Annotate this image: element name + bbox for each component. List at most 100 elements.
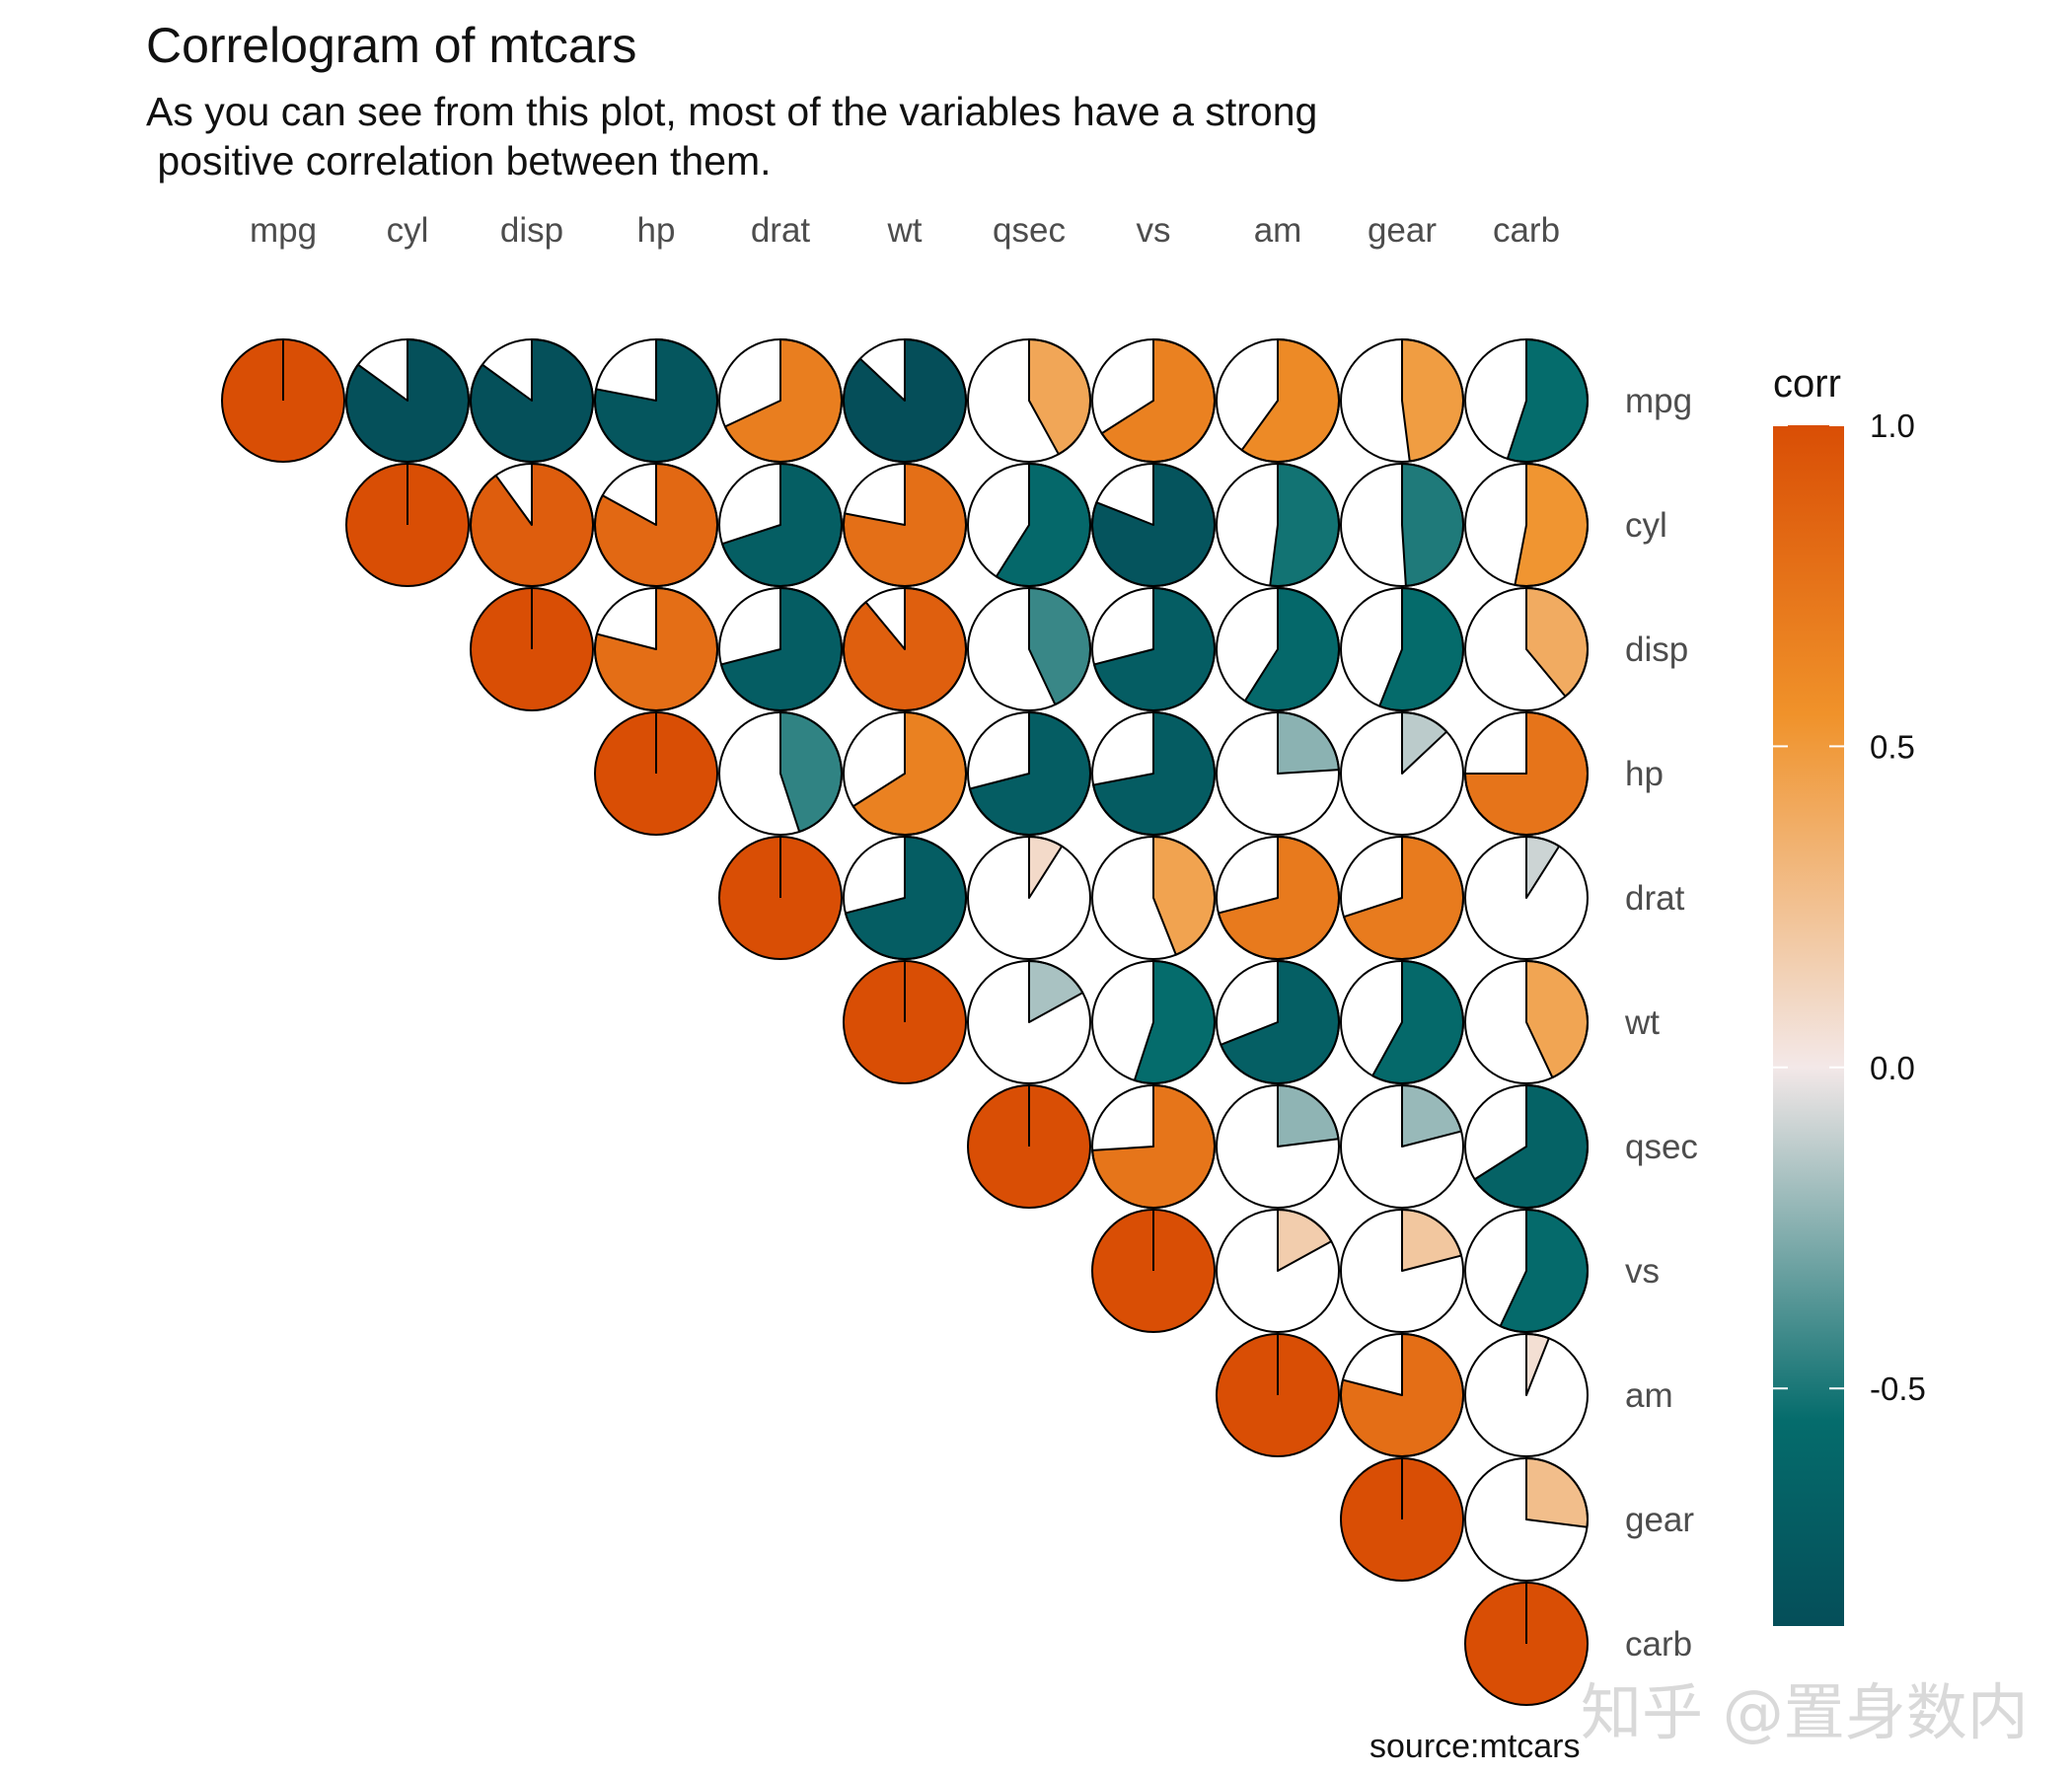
pie-mpg-vs [1091, 338, 1216, 463]
row-label-carb: carb [1625, 1625, 1692, 1664]
pie-qsec-qsec [967, 1084, 1091, 1209]
pie-cyl-cyl [345, 463, 470, 587]
pie-disp-disp [470, 587, 594, 711]
pie-cyl-carb [1464, 463, 1590, 587]
pie-am-am [1216, 1333, 1340, 1457]
legend-title: corr [1773, 362, 1841, 406]
column-labels: mpg cyl disp hp drat wt qsec vs am gear carb [250, 211, 1560, 250]
pie-disp-am [1216, 587, 1340, 711]
pie-cyl-gear [1340, 463, 1465, 587]
pie-mpg-drat [718, 338, 843, 463]
pie-hp-gear [1340, 711, 1464, 836]
row-label-vs: vs [1625, 1252, 1660, 1291]
pie-cyl-qsec [967, 463, 1091, 587]
pie-qsec-am [1216, 1084, 1340, 1209]
pie-mpg-gear [1340, 338, 1464, 463]
chart-title: Correlogram of mtcars [146, 18, 637, 73]
pie-hp-qsec [967, 711, 1091, 836]
legend-ticks: 1.0 0.5 0.0 -0.5 [1773, 407, 1926, 1407]
column-label-cyl: cyl [387, 211, 429, 250]
pie-wt-am [1216, 960, 1340, 1084]
pie-gear-gear [1340, 1457, 1464, 1582]
row-label-drat: drat [1625, 879, 1685, 918]
column-label-vs: vs [1137, 211, 1171, 250]
pie-hp-wt [843, 711, 967, 836]
pie-mpg-carb [1464, 338, 1589, 463]
legend-tick-label: 0.0 [1870, 1050, 1915, 1086]
pie-wt-vs [1091, 960, 1216, 1084]
pie-mpg-wt [843, 338, 967, 463]
pie-slice [1269, 463, 1341, 587]
pie-drat-gear [1340, 836, 1464, 960]
pie-disp-carb [1464, 587, 1589, 711]
pie-mpg-mpg [221, 338, 345, 463]
pie-drat-wt [843, 836, 967, 960]
row-labels: mpg cyl disp hp drat wt qsec vs am gear carb [1624, 382, 1698, 1664]
column-label-wt: wt [887, 211, 923, 250]
row-label-gear: gear [1625, 1501, 1694, 1539]
pie-disp-hp [594, 587, 718, 711]
pie-vs-vs [1091, 1209, 1216, 1333]
pie-disp-qsec [967, 587, 1091, 711]
pie-carb-carb [1464, 1582, 1589, 1706]
pie-slice [1401, 463, 1465, 587]
pie-disp-gear [1340, 587, 1464, 711]
pie-slice [1514, 463, 1590, 587]
pie-qsec-gear [1340, 1084, 1464, 1209]
pie-cyl-am [1216, 463, 1341, 587]
pie-wt-wt [843, 960, 967, 1084]
pie-drat-am [1216, 836, 1340, 960]
pie-vs-gear [1340, 1209, 1464, 1333]
pie-disp-drat [718, 587, 843, 711]
pie-qsec-vs [1091, 1084, 1216, 1209]
pie-mpg-cyl [345, 338, 470, 463]
pie-gear-carb [1464, 1457, 1589, 1582]
pie-slice [1401, 338, 1464, 463]
pie-mpg-qsec [967, 338, 1091, 463]
pie-grid [221, 338, 1590, 1706]
row-label-hp: hp [1625, 755, 1664, 793]
pie-vs-carb [1464, 1209, 1589, 1333]
column-label-drat: drat [751, 211, 811, 250]
row-label-wt: wt [1624, 1003, 1660, 1042]
pie-mpg-disp [470, 338, 594, 463]
column-label-mpg: mpg [250, 211, 317, 250]
row-label-mpg: mpg [1625, 382, 1692, 420]
pie-cyl-vs [1091, 463, 1216, 587]
legend-tick-label: 1.0 [1870, 407, 1915, 444]
pie-qsec-carb [1464, 1084, 1589, 1209]
pie-hp-hp [594, 711, 718, 836]
column-label-gear: gear [1368, 211, 1437, 250]
row-label-qsec: qsec [1625, 1128, 1698, 1166]
pie-mpg-hp [594, 338, 718, 463]
chart-subtitle: As you can see from this plot, most of t… [146, 89, 1318, 184]
pie-mpg-am [1216, 338, 1341, 463]
pie-am-gear [1340, 1333, 1464, 1457]
row-label-cyl: cyl [1625, 506, 1667, 545]
legend-tick-label: 0.5 [1870, 728, 1915, 765]
column-label-qsec: qsec [993, 211, 1066, 250]
pie-drat-vs [1091, 836, 1216, 960]
column-label-hp: hp [637, 211, 676, 250]
legend-tick-label: -0.5 [1870, 1370, 1926, 1407]
pie-cyl-wt [843, 463, 967, 587]
pie-hp-am [1216, 711, 1340, 836]
pie-hp-drat [718, 711, 844, 836]
pie-vs-am [1216, 1209, 1340, 1333]
column-label-am: am [1254, 211, 1302, 250]
row-label-disp: disp [1625, 630, 1688, 669]
source-caption: source:mtcars [1369, 1728, 1581, 1765]
watermark: 知乎 @置身数内 [1581, 1676, 2029, 1748]
pie-wt-qsec [967, 960, 1091, 1084]
pie-cyl-drat [718, 463, 843, 587]
pie-drat-qsec [967, 836, 1091, 960]
pie-hp-vs [1091, 711, 1216, 836]
pie-disp-wt [843, 587, 967, 711]
pie-disp-vs [1091, 587, 1216, 711]
pie-cyl-hp [594, 463, 718, 587]
row-label-am: am [1625, 1376, 1673, 1415]
pie-hp-carb [1464, 711, 1589, 836]
pie-wt-carb [1464, 960, 1589, 1084]
pie-slice [1525, 1457, 1589, 1528]
